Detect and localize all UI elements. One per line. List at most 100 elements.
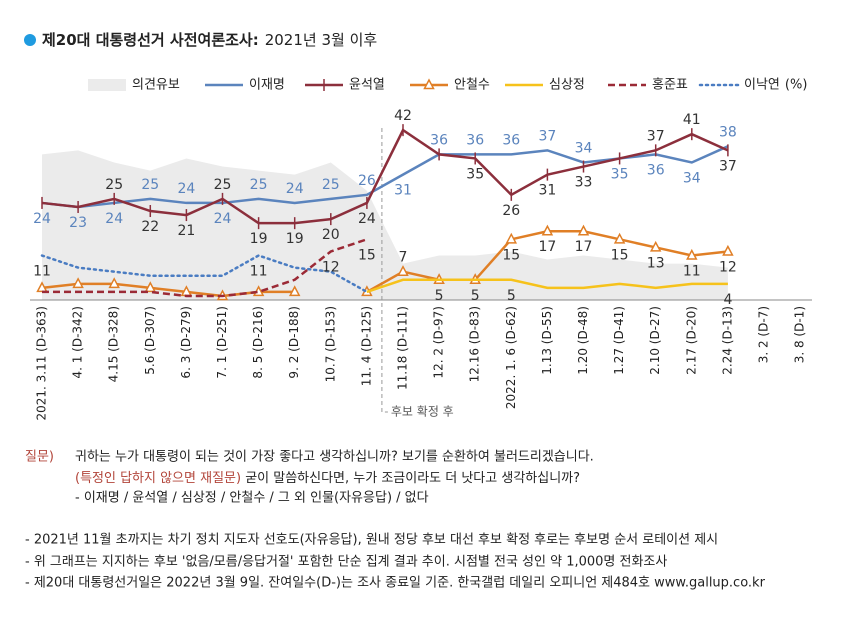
- x-tick-label: 3. 8 (D-1): [793, 306, 807, 363]
- data-label: 22: [141, 219, 159, 235]
- legend-label: 심상정: [549, 78, 585, 93]
- data-label: 19: [286, 231, 304, 247]
- data-label: 34: [683, 170, 701, 186]
- x-tick-label: 2.17 (D-20): [684, 306, 698, 375]
- data-label: 11: [250, 264, 268, 280]
- data-label: 25: [214, 177, 232, 193]
- marker: [144, 281, 157, 293]
- question-text-2: 굳이 말씀하신다면, 누가 조금이라도 더 낫다고 생각하십니까?: [241, 471, 580, 486]
- data-label: 37: [647, 128, 665, 144]
- question-text: (특정인 답하지 않으면 재질문) 굳이 말씀하신다면, 누가 조금이라도 더 …: [75, 471, 580, 486]
- marker: [108, 277, 120, 289]
- legend-label: 이재명: [249, 78, 285, 93]
- marker: [613, 232, 626, 244]
- chart-title: 제20대 대통령선거 사전여론조사: 2021년 3월 이후: [42, 31, 377, 49]
- data-label: 5: [435, 288, 444, 304]
- legend: 의견유보 이재명 윤석열 안철수 심상정 홍준표 이낙연 (%): [88, 78, 807, 93]
- marker: [722, 244, 734, 256]
- x-tick-label: 1.27 (D-41): [612, 306, 626, 375]
- marker: [686, 248, 698, 260]
- data-label: 31: [538, 183, 556, 199]
- x-tick-label: 11. 4 (D-125): [359, 306, 373, 386]
- data-label: 34: [575, 140, 593, 156]
- data-label: 5: [507, 288, 516, 304]
- divider: [381, 128, 388, 413]
- x-tick-label: 1.20 (D-48): [576, 306, 590, 375]
- marker: [397, 265, 409, 276]
- footnote: - 제20대 대통령선거일은 2022년 3월 9일. 잔여일수(D-)는 조사…: [25, 576, 766, 591]
- x-tick-label: 6. 3 (D-279): [179, 306, 193, 379]
- data-label: 15: [358, 247, 376, 263]
- question-options: - 이재명 / 윤석열 / 심상정 / 안철수 / 그 외 인물(자유응답) /…: [75, 491, 429, 506]
- data-label: 17: [538, 239, 556, 255]
- x-tick-label: 2022. 1. 6 (D-62): [504, 306, 518, 409]
- footnote: - 위 그래프는 지지하는 후보 '없음/모름/응답거절' 포함한 단순 집계 …: [25, 555, 667, 570]
- data-label: 21: [177, 223, 195, 239]
- data-label: 41: [683, 112, 701, 128]
- title-bullet: [24, 34, 36, 46]
- data-label: 25: [250, 177, 268, 193]
- data-label: 13: [647, 255, 665, 271]
- legend-label: 홍준표: [652, 78, 688, 93]
- marker: [577, 224, 590, 236]
- x-tick-label: 11.18 (D-111): [396, 306, 410, 390]
- x-tick-label: 12.16 (D-83): [468, 306, 482, 382]
- legend-label: 이낙연: [744, 78, 780, 93]
- annotation: 후보 확정 후: [391, 405, 454, 419]
- question-text: 귀하는 누가 대통령이 되는 것이 가장 좋다고 생각하십니까? 보기를 순환하…: [75, 450, 594, 465]
- data-label: 12: [719, 259, 737, 275]
- x-tick-label: 3. 2 (D-7): [757, 306, 771, 363]
- legend-label: 안철수: [454, 78, 490, 93]
- legend-label: 의견유보: [132, 78, 180, 93]
- data-label: 35: [611, 166, 629, 182]
- legend-swatch: [88, 79, 126, 91]
- data-label: 35: [466, 166, 484, 182]
- x-tick-label: 12. 2 (D-97): [432, 306, 446, 379]
- series-line: [40, 254, 369, 294]
- data-label: 23: [69, 215, 87, 231]
- x-tick-label: 4.15 (D-328): [107, 306, 121, 382]
- marker: [505, 232, 518, 244]
- data-label: 24: [33, 211, 51, 227]
- x-tick-label: 10.7 (D-153): [323, 306, 337, 382]
- data-label: 20: [322, 227, 340, 243]
- area: [42, 150, 728, 300]
- data-label: 38: [719, 124, 737, 140]
- data-label: 31: [394, 183, 412, 199]
- question-note: (특정인 답하지 않으면 재질문): [75, 471, 241, 486]
- data-label: 7: [399, 250, 408, 266]
- plot: 2021. 3.11 (D-363) 4. 1 (D-342) 4.15 (D-32…: [30, 108, 812, 421]
- data-label: 17: [575, 239, 593, 255]
- title-main: 제20대 대통령선거 사전여론조사:: [42, 31, 259, 49]
- data-label: 5: [471, 288, 480, 304]
- data-label: 26: [358, 173, 376, 189]
- x-tick-label: 7. 1 (D-251): [215, 306, 229, 379]
- data-label: 37: [719, 158, 737, 174]
- data-label: 15: [502, 247, 520, 263]
- series-line: [41, 128, 729, 225]
- subtitle: 2021년 3월 이후: [265, 31, 378, 49]
- marker: [541, 224, 554, 236]
- series-line: [366, 278, 728, 294]
- data-label: 25: [141, 177, 159, 193]
- data-label: 11: [683, 264, 701, 280]
- data-label: 12: [322, 259, 340, 275]
- data-label: 24: [286, 181, 304, 197]
- x-tick-label: 8. 5 (D-216): [251, 306, 265, 379]
- x-tick-label: 9. 2 (D-188): [287, 306, 301, 379]
- data-label: 36: [502, 132, 520, 148]
- data-label: 24: [105, 211, 123, 227]
- data-label: 26: [502, 203, 520, 219]
- data-label: 25: [105, 177, 123, 193]
- marker: [649, 240, 662, 252]
- data-label: 11: [33, 264, 51, 280]
- x-tick-label: 5.6 (D-307): [143, 306, 157, 375]
- marker: [288, 285, 301, 297]
- data-label: 36: [466, 132, 484, 148]
- data-label: 19: [250, 231, 268, 247]
- data-label: 36: [647, 162, 665, 178]
- x-tick-label: 2.24 (D-13): [720, 306, 734, 375]
- data-label: 4: [723, 292, 732, 308]
- data-label: 24: [177, 181, 195, 197]
